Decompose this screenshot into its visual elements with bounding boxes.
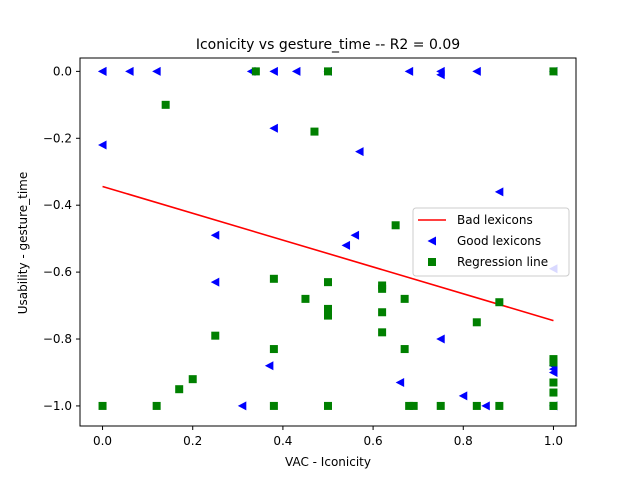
data-point-regression-line — [324, 401, 332, 410]
data-point-regression-line — [251, 67, 260, 76]
y-axis-label: Usability - gesture_time — [16, 172, 30, 315]
data-point-good-lexicons — [548, 367, 558, 377]
data-point-regression-line — [495, 401, 504, 410]
data-point-regression-line — [269, 274, 278, 283]
data-point-good-lexicons — [291, 66, 301, 76]
y-tick-label: −0.6 — [43, 265, 72, 279]
data-point-regression-line — [549, 358, 558, 367]
data-point-regression-line — [188, 375, 197, 384]
data-point-regression-line — [400, 294, 409, 303]
data-point-good-lexicons — [125, 66, 134, 76]
data-point-regression-line — [175, 385, 184, 394]
axes: 0.0 0.2 0.4 0.6 0.8 1.0 0.0 −0.2 −0.4 −0.6 −0.8 −1.… — [43, 57, 577, 448]
data-point-regression-line — [324, 311, 332, 320]
data-point-good-lexicons — [341, 240, 351, 250]
data-point-regression-line — [211, 331, 220, 340]
data-point-regression-line — [495, 298, 504, 307]
data-point-good-lexicons — [152, 66, 161, 76]
data-point-good-lexicons — [98, 66, 107, 76]
data-point-regression-line — [391, 221, 400, 230]
x-tick-label: 0.8 — [454, 434, 473, 448]
x-tick-label: 0.6 — [364, 434, 383, 448]
data-point-good-lexicons — [355, 147, 364, 157]
data-point-regression-line — [378, 328, 387, 337]
data-point-regression-line — [269, 401, 278, 410]
data-point-regression-line — [324, 304, 332, 313]
data-point-good-lexicons — [458, 391, 468, 401]
chart-title: Iconicity vs gesture_time -- R2 = 0.09 — [196, 37, 460, 53]
y-tick-label: −0.4 — [43, 198, 72, 212]
x-tick-label: 1.0 — [544, 434, 563, 448]
data-point-good-lexicons — [436, 70, 445, 80]
data-point-good-lexicons — [481, 401, 490, 411]
plot-frame — [79, 57, 577, 427]
y-tick-label: −0.2 — [43, 131, 72, 145]
x-axis-label: VAC - Iconicity — [285, 455, 371, 469]
legend-swatch-marker — [427, 236, 436, 246]
legend-box — [412, 207, 570, 277]
y-tick-label: −0.8 — [43, 332, 72, 346]
data-point-regression-line — [98, 401, 107, 410]
legend-entry-label: Bad lexicons — [457, 213, 533, 227]
data-point-regression-line — [324, 278, 332, 287]
data-point-regression-line — [409, 401, 418, 410]
legend: Bad lexicons Good lexicons Regression line — [412, 207, 570, 277]
data-point-regression-line — [324, 67, 332, 76]
plot-area — [98, 66, 558, 411]
data-point-good-lexicons — [210, 277, 220, 287]
data-point-good-lexicons — [350, 230, 360, 240]
x-tick-label: 0.4 — [273, 434, 292, 448]
data-point-good-lexicons — [404, 66, 414, 76]
x-tick-label: 0.2 — [183, 434, 202, 448]
legend-swatch-marker — [428, 258, 436, 266]
x-tick-label: 0.0 — [93, 434, 112, 448]
data-point-good-lexicons — [436, 334, 445, 344]
series-line-bad-lexicons — [102, 185, 554, 322]
data-point-regression-line — [549, 378, 558, 387]
y-tick-label: 0.0 — [53, 64, 72, 78]
data-point-regression-line — [472, 401, 481, 410]
data-point-good-lexicons — [98, 140, 107, 150]
data-point-regression-line — [269, 345, 278, 354]
data-point-good-lexicons — [210, 230, 220, 240]
data-point-regression-line — [152, 401, 161, 410]
data-point-regression-line — [378, 308, 387, 317]
data-point-regression-line — [378, 284, 387, 293]
data-point-regression-line — [310, 127, 319, 136]
data-point-regression-line — [549, 67, 558, 76]
y-tick-label: −1.0 — [43, 399, 72, 413]
data-point-good-lexicons — [494, 187, 504, 197]
data-point-regression-line — [549, 401, 558, 410]
data-point-good-lexicons — [269, 123, 278, 133]
data-point-regression-line — [405, 401, 414, 410]
data-point-regression-line — [549, 388, 558, 397]
data-point-good-lexicons — [269, 66, 278, 76]
legend-entry-label: Good lexicons — [457, 234, 541, 248]
data-point-good-lexicons — [264, 361, 274, 371]
data-point-good-lexicons — [472, 66, 481, 76]
data-point-regression-line — [436, 401, 445, 410]
data-point-regression-line — [400, 345, 409, 354]
data-point-good-lexicons — [237, 401, 247, 411]
data-point-regression-line — [161, 100, 170, 109]
data-point-good-lexicons — [395, 378, 405, 388]
legend-entry-label: Regression line — [457, 255, 548, 269]
data-point-regression-line — [472, 318, 481, 327]
data-point-regression-line — [301, 294, 310, 303]
